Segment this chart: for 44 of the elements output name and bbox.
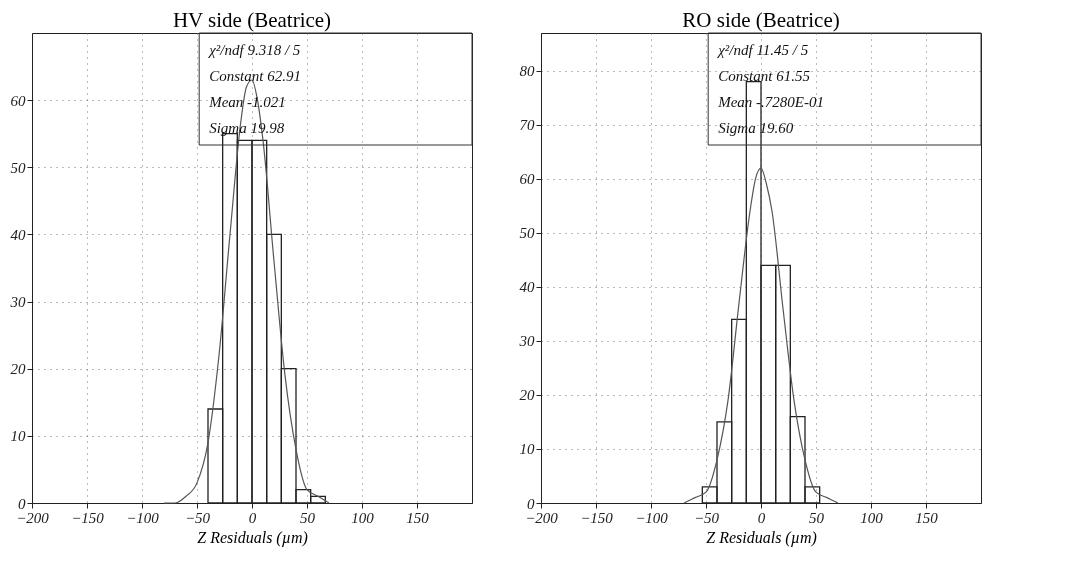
x-tick-label: 150 [915,509,939,526]
annotation: Mean -1.021 [208,94,286,110]
y-tick-label: 40 [519,279,535,296]
x-tick-label: 50 [300,509,316,526]
x-tick-label: −200 [16,509,50,526]
x-tick-label: −50 [184,509,211,526]
y-tick-label: 40 [10,226,26,243]
y-tick-label: 10 [10,428,26,445]
y-tick-label: 10 [519,441,535,458]
x-tick-label: −50 [693,509,720,526]
annotation: χ²/ndf 11.45 / 5 [716,42,809,58]
annotation: Sigma 19.98 [209,120,285,136]
x-axis-title: Z Residuals (µm) [197,528,308,547]
y-tick-label: 50 [10,159,26,176]
x-tick-label: 100 [860,509,884,526]
y-tick-label: 30 [518,333,535,350]
x-tick-label: −150 [71,509,105,526]
line-series [683,167,839,504]
y-tick-label: 20 [10,361,26,378]
x-tick-label: −150 [580,509,614,526]
y-tick-label: 50 [519,225,535,242]
annotation: Constant 61.55 [718,68,811,84]
x-tick-label: −100 [635,509,669,526]
annotation: χ²/ndf 9.318 / 5 [207,42,301,58]
x-tick-label: 100 [351,509,375,526]
y-tick-label: 0 [527,495,535,512]
y-tick-label: 80 [519,63,535,80]
chart-title: RO side (Beatrice) [682,7,840,32]
x-tick-label: 50 [809,509,825,526]
y-tick-label: 70 [519,117,535,134]
x-tick-label: 150 [406,509,430,526]
x-axis-title: Z Residuals (µm) [706,528,817,547]
x-tick-label: 0 [248,509,257,526]
chart-title: HV side (Beatrice) [172,7,332,32]
x-tick-label: −100 [126,509,160,526]
annotation: Constant 62.91 [209,68,301,84]
y-tick-label: 60 [10,92,26,109]
y-tick-label: 0 [18,495,26,512]
y-tick-label: 30 [9,294,26,311]
x-tick-label: −200 [525,509,559,526]
y-tick-label: 20 [519,387,535,404]
y-tick-label: 60 [519,171,535,188]
line-series [163,79,330,504]
x-tick-label: 0 [757,509,766,526]
